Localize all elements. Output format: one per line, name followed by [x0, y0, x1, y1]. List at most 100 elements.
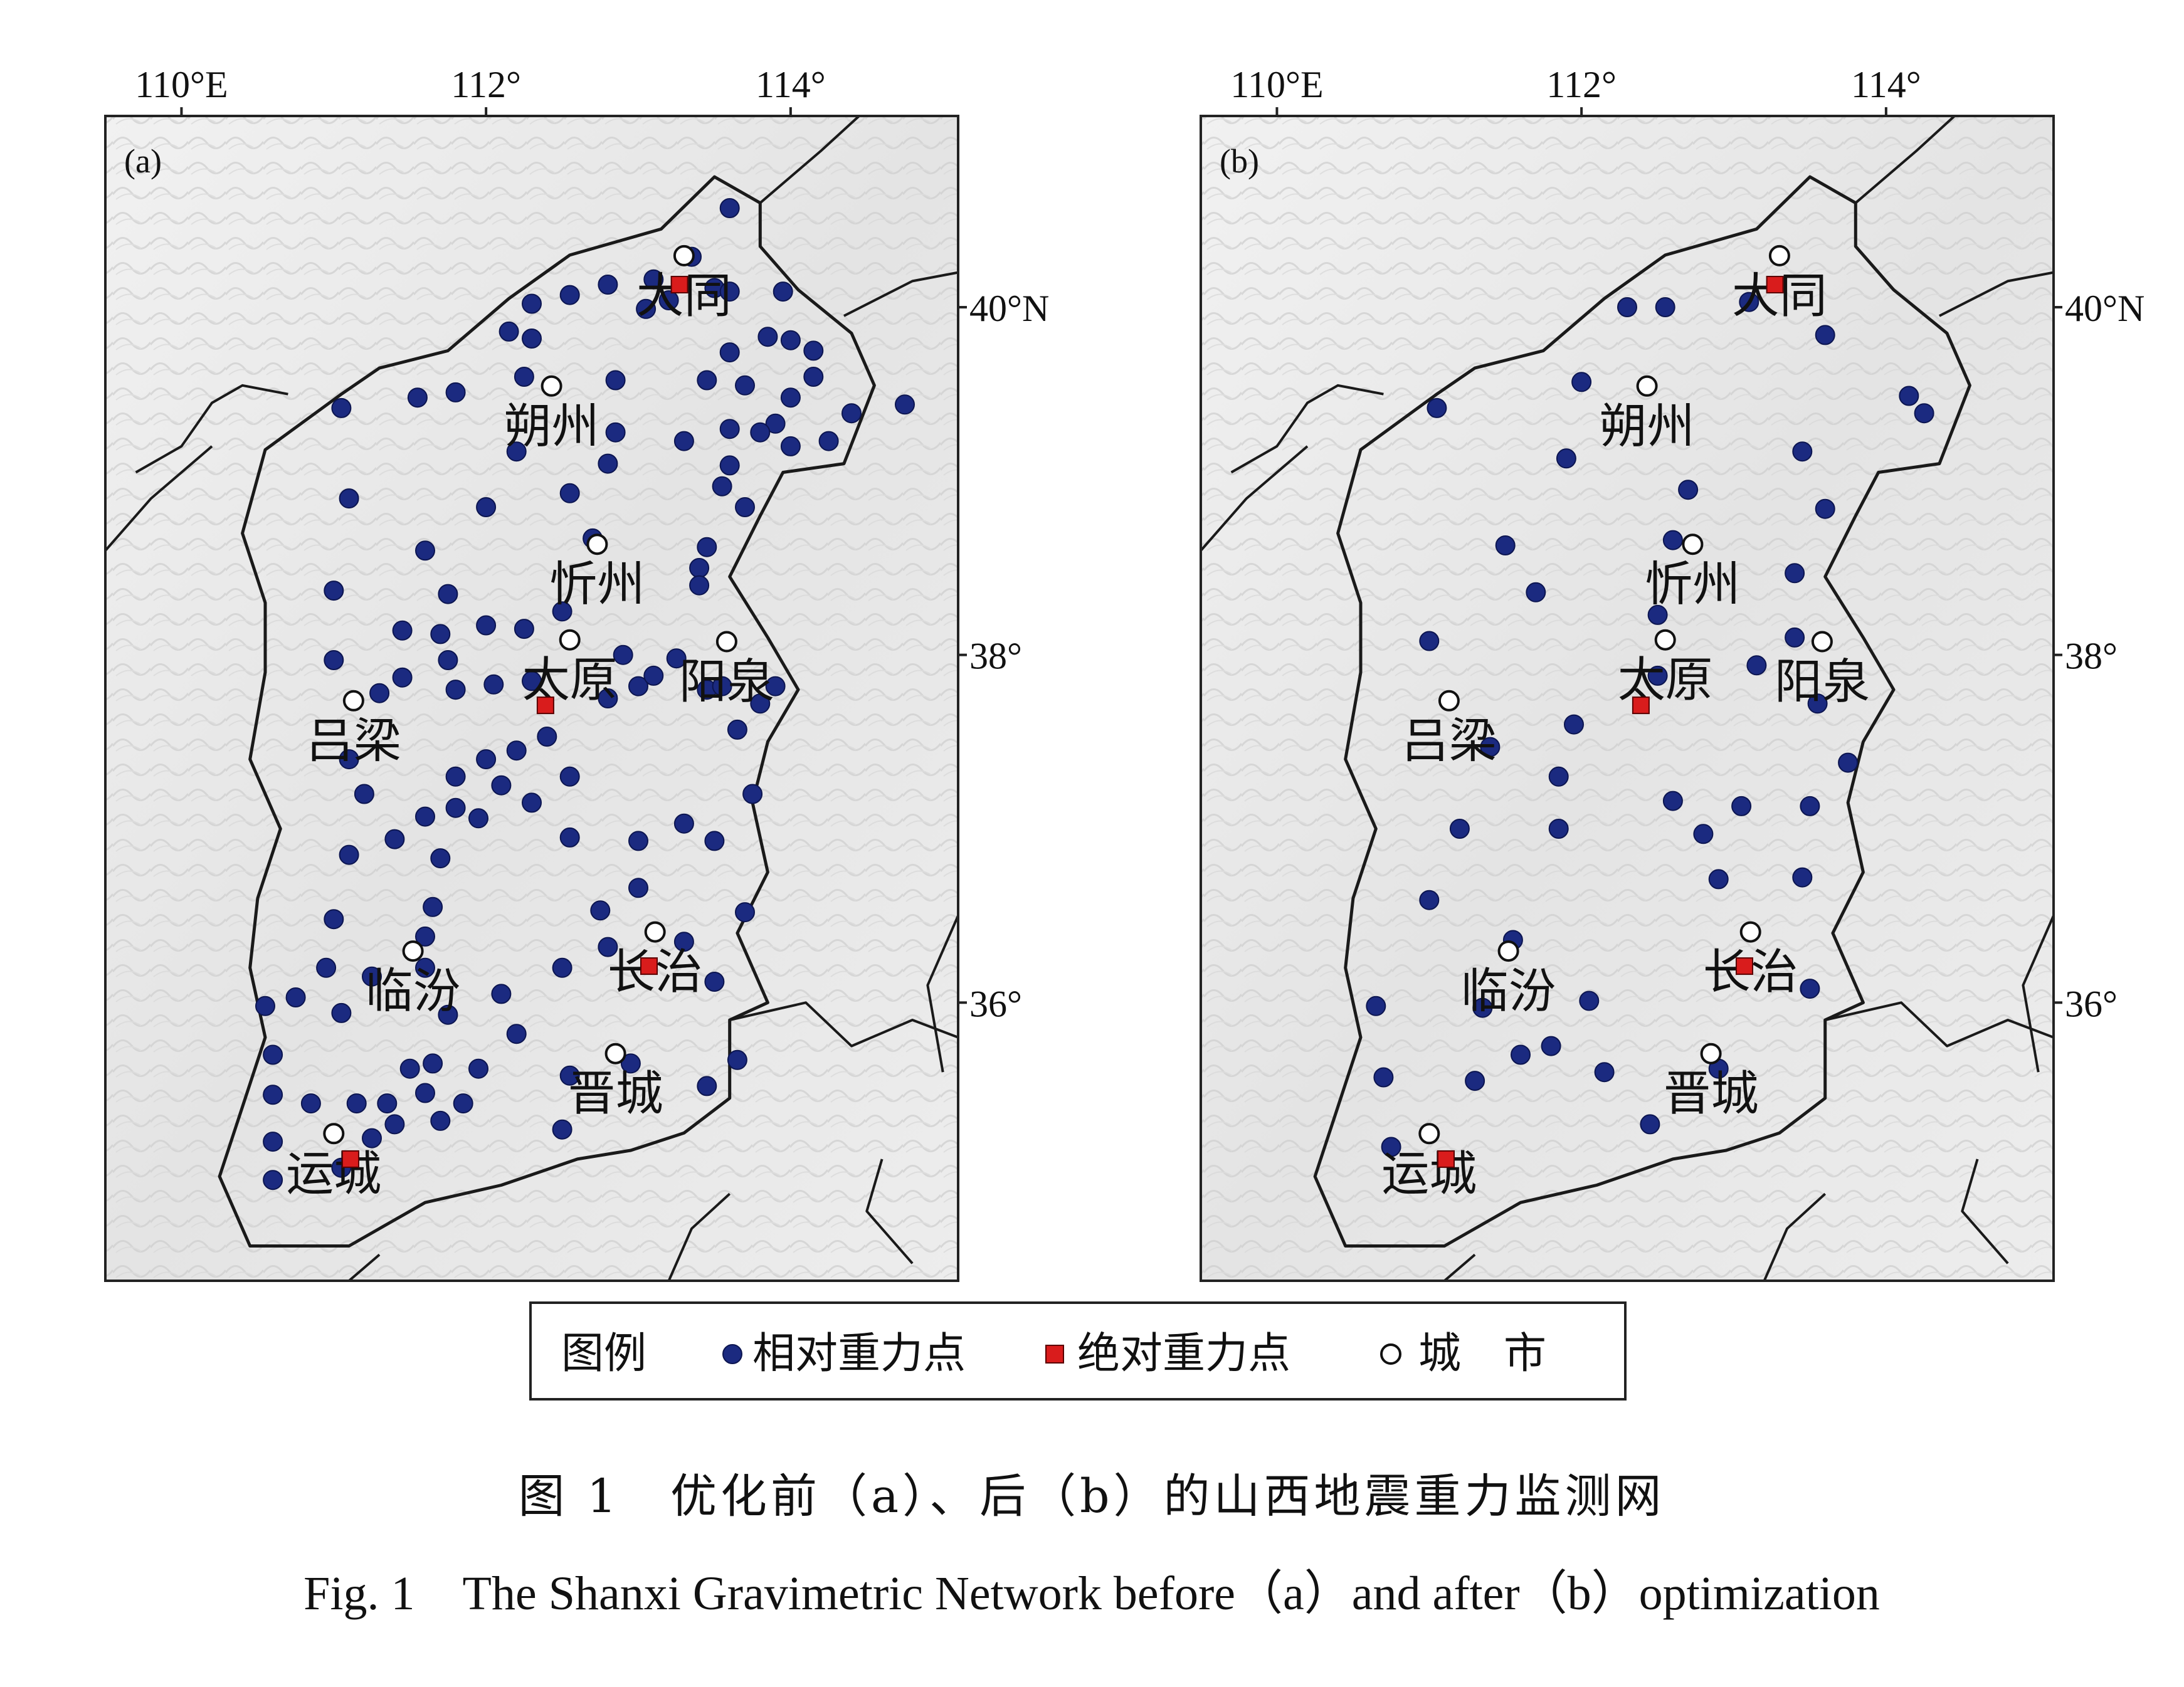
relative-gravity-point — [719, 342, 740, 363]
relative-gravity-point — [559, 827, 580, 848]
relative-gravity-point — [430, 848, 451, 869]
map-panel-b: 大同朔州忻州太原阳泉吕梁临汾长治晋城运城(b)110°E112°114°40°N… — [1200, 64, 2144, 1282]
absolute-gravity-point — [1437, 1150, 1455, 1168]
city-label: 忻州 — [549, 556, 645, 612]
relative-gravity-point — [263, 1170, 283, 1190]
relative-gravity-point — [506, 740, 527, 761]
relative-gravity-point — [697, 370, 717, 391]
neighbor-boundary — [135, 384, 288, 474]
relative-gravity-point — [445, 797, 466, 818]
relative-gravity-point — [1792, 441, 1813, 462]
city-label: 朔州 — [504, 398, 599, 454]
latitude-tick-label: 40°N — [2065, 288, 2144, 329]
city-label: 晋城 — [1664, 1066, 1759, 1122]
relative-gravity-point — [339, 749, 359, 770]
relative-gravity-point — [1571, 372, 1592, 392]
legend: 图例 相对重力点 绝对重力点 城 市 — [529, 1301, 1627, 1401]
longitude-tick-label: 114° — [1851, 64, 1921, 105]
relative-gravity-point — [803, 340, 824, 361]
relative-gravity-point — [598, 275, 618, 295]
relative-gravity-point — [1579, 991, 1600, 1011]
relative-gravity-point — [1792, 867, 1813, 888]
relative-gravity-point — [522, 792, 542, 813]
panel-label: (a) — [124, 142, 162, 180]
relative-gravity-point — [719, 198, 740, 218]
city-label: 晋城 — [568, 1066, 663, 1122]
relative-gravity-point — [522, 293, 542, 314]
relative-gravity-point — [1785, 563, 1805, 584]
relative-gravity-point — [757, 327, 778, 347]
relative-gravity-point — [415, 540, 435, 561]
relative-gravity-point — [1815, 325, 1835, 345]
relative-gravity-point — [673, 813, 694, 834]
relative-gravity-point — [522, 328, 542, 349]
city-marker — [604, 1043, 626, 1064]
relative-gravity-point — [1541, 1036, 1561, 1056]
relative-gravity-point — [613, 644, 633, 665]
caption-english: Fig. 1 The Shanxi Gravimetric Network be… — [303, 1567, 1880, 1620]
relative-gravity-point — [476, 615, 497, 636]
relative-gravity-point — [415, 806, 435, 827]
relative-gravity-point — [300, 1093, 321, 1114]
relative-gravity-point — [423, 896, 443, 917]
city-label: 阳泉 — [679, 654, 774, 710]
relative-gravity-point — [1693, 824, 1714, 844]
relative-gravity-point — [445, 382, 466, 402]
relative-gravity-point — [895, 394, 915, 415]
relative-gravity-point — [689, 575, 710, 596]
relative-gravity-point — [331, 1002, 352, 1023]
relative-gravity-point — [1427, 397, 1447, 418]
relative-gravity-point — [1746, 655, 1767, 676]
relative-gravity-point — [1556, 448, 1576, 469]
relative-gravity-point — [324, 650, 344, 670]
neighbor-boundary — [667, 1192, 731, 1281]
relative-gravity-point — [1495, 535, 1516, 555]
caption-chinese: 图 1 优化前（a）、后（b）的山西地震重力监测网 — [518, 1469, 1665, 1523]
legend-absolute-label: 绝对重力点 — [1077, 1329, 1290, 1379]
relative-gravity-point — [620, 1053, 641, 1074]
map-frame — [1200, 115, 2055, 1282]
relative-gravity-point — [1511, 1044, 1531, 1065]
relative-gravity-point — [727, 719, 747, 740]
relative-gravity-point — [1564, 714, 1584, 735]
relative-gravity-point — [1640, 1114, 1660, 1135]
relative-gravity-point — [423, 1053, 443, 1074]
relative-gravity-point — [392, 620, 413, 641]
city-marker — [1636, 375, 1658, 397]
latitude-tick-label: 36° — [969, 983, 1022, 1024]
relative-gravity-point — [1548, 766, 1569, 787]
relative-gravity-point — [1647, 604, 1668, 625]
neighbor-boundary — [105, 445, 213, 552]
absolute-gravity-point — [1632, 696, 1650, 715]
city-label: 吕梁 — [1401, 713, 1497, 769]
city-marker — [1700, 1043, 1722, 1064]
relative-gravity-point — [719, 419, 740, 439]
neighbor-boundary — [348, 1253, 381, 1281]
relative-gravity-point — [506, 441, 527, 462]
relative-gravity-point — [689, 558, 710, 578]
longitude-tick-label: 110°E — [135, 64, 228, 105]
map-content: 大同朔州忻州太原阳泉吕梁临汾长治晋城运城 — [105, 116, 958, 1281]
relative-gravity-point — [559, 483, 580, 503]
city-marker — [323, 1123, 345, 1145]
relative-gravity-point — [1419, 890, 1440, 910]
relative-gravity-point — [1480, 737, 1501, 757]
relative-gravity-point — [483, 674, 504, 695]
relative-gravity-point — [445, 680, 466, 700]
relative-gravity-point — [636, 298, 657, 319]
city-label: 临汾 — [366, 963, 461, 1019]
relative-gravity-point — [780, 436, 801, 456]
relative-gravity-point — [506, 1024, 527, 1044]
relative-gravity-point — [643, 665, 664, 686]
relative-gravity-point — [354, 784, 374, 804]
city-label: 运城 — [286, 1145, 381, 1201]
relative-gravity-point — [537, 727, 557, 747]
relative-gravity-point — [491, 984, 512, 1004]
absolute-gravity-point — [670, 276, 688, 293]
relative-gravity-point — [438, 650, 458, 670]
longitude-tick-label: 114° — [756, 64, 826, 105]
relative-gravity-point — [1655, 297, 1675, 317]
relative-gravity-point — [780, 387, 801, 408]
relative-gravity-point — [392, 667, 413, 688]
neighbor-boundary — [1854, 116, 1956, 204]
